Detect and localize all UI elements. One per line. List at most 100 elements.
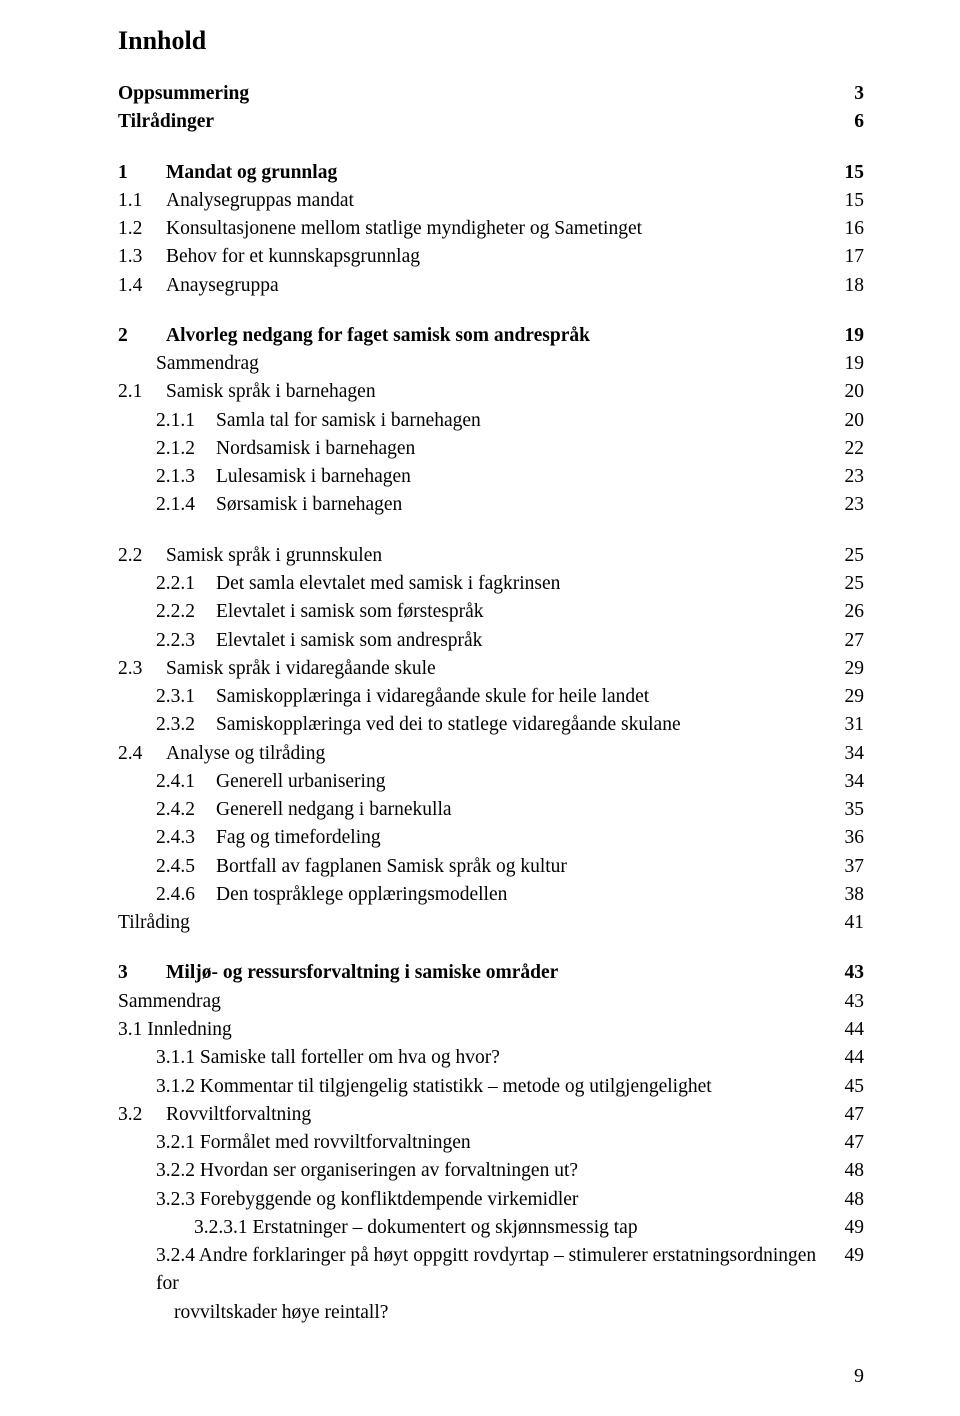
toc-entry: rovviltskader høye reintall? bbox=[118, 1299, 864, 1327]
toc-entry: 3.1.2 Kommentar til tilgjengelig statist… bbox=[118, 1073, 864, 1101]
toc-entry-page: 44 bbox=[845, 1016, 865, 1044]
toc-entry-number: 2.4.2 bbox=[156, 796, 216, 824]
toc-entry-page: 15 bbox=[845, 159, 865, 187]
toc-entry-number: 2.4.3 bbox=[156, 824, 216, 852]
toc-entry-number: 2.4.1 bbox=[156, 768, 216, 796]
toc-entry-text: Samiskopplæringa i vidaregåande skule fo… bbox=[216, 686, 649, 707]
toc-entry-label: 2.3Samisk språk i vidaregåande skule bbox=[118, 655, 845, 683]
toc-entry-page: 43 bbox=[845, 988, 865, 1016]
toc-entry: 3.1.1 Samiske tall forteller om hva og h… bbox=[118, 1044, 864, 1072]
toc-entry-page: 6 bbox=[854, 108, 864, 136]
toc-entry-number: 1 bbox=[118, 159, 166, 187]
page-number: 9 bbox=[854, 1365, 864, 1388]
toc-entry-text: 3.2.3 Forebyggende og konfliktdempende v… bbox=[156, 1189, 578, 1210]
toc-entry-text: Samisk språk i vidaregåande skule bbox=[166, 658, 436, 679]
toc-container: Oppsummering 3Tilrådinger6 1Mandat og grun… bbox=[118, 80, 864, 1327]
toc-entry-text: Anaysegruppa bbox=[166, 275, 279, 296]
toc-entry-page: 29 bbox=[845, 655, 865, 683]
toc-entry-page: 22 bbox=[845, 435, 865, 463]
toc-entry-page: 48 bbox=[845, 1157, 865, 1185]
toc-entry-label: 3.1.1 Samiske tall forteller om hva og h… bbox=[156, 1044, 845, 1072]
toc-entry-label: 2.1Samisk språk i barnehagen bbox=[118, 378, 845, 406]
toc-entry-label: 2.1.2Nordsamisk i barnehagen bbox=[156, 435, 845, 463]
toc-entry-text: Fag og timefordeling bbox=[216, 827, 381, 848]
toc-entry: 2.2.1Det samla elevtalet med samisk i fa… bbox=[118, 570, 864, 598]
toc-entry-number: 2.1.3 bbox=[156, 463, 216, 491]
toc-group: 1Mandat og grunnlag151.1Analysegruppas m… bbox=[118, 159, 864, 300]
toc-entry-page: 23 bbox=[845, 463, 865, 491]
toc-entry: 2.3.2Samiskopplæringa ved dei to statleg… bbox=[118, 711, 864, 739]
toc-entry-number: 2.3.1 bbox=[156, 683, 216, 711]
toc-entry-number: 1.3 bbox=[118, 243, 166, 271]
toc-entry: 2.1.3Lulesamisk i barnehagen23 bbox=[118, 463, 864, 491]
toc-entry: Tilråding 41 bbox=[118, 909, 864, 937]
toc-entry-label: 3.1 Innledning bbox=[118, 1016, 845, 1044]
toc-entry-page: 29 bbox=[845, 683, 865, 711]
toc-entry-page: 37 bbox=[845, 853, 865, 881]
toc-entry-page: 38 bbox=[845, 881, 865, 909]
toc-entry-page: 36 bbox=[845, 824, 865, 852]
toc-entry-label: 2.2Samisk språk i grunnskulen bbox=[118, 542, 845, 570]
toc-entry-text: 3.2.4 Andre forklaringer på høyt oppgitt… bbox=[156, 1245, 816, 1294]
toc-entry: 1Mandat og grunnlag15 bbox=[118, 159, 864, 187]
toc-entry-number: 2.4.6 bbox=[156, 881, 216, 909]
toc-entry-label: 3.2.3 Forebyggende og konfliktdempende v… bbox=[156, 1186, 845, 1214]
toc-entry-page: 41 bbox=[845, 909, 865, 937]
toc-entry: 2.4.6Den tospråklege opplæringsmodellen3… bbox=[118, 881, 864, 909]
toc-entry: 3.2.3 Forebyggende og konfliktdempende v… bbox=[118, 1186, 864, 1214]
toc-entry-number: 2.2.1 bbox=[156, 570, 216, 598]
toc-entry-text: 3.1 Innledning bbox=[118, 1019, 232, 1040]
toc-entry: 2Alvorleg nedgang for faget samisk som a… bbox=[118, 322, 864, 350]
toc-entry-number: 2 bbox=[118, 322, 166, 350]
toc-entry-label: Tilrådinger bbox=[118, 108, 854, 136]
toc-entry-text: Elevtalet i samisk som førstespråk bbox=[216, 601, 484, 622]
toc-entry-text: Alvorleg nedgang for faget samisk som an… bbox=[166, 325, 590, 346]
toc-entry-number: 2.3.2 bbox=[156, 711, 216, 739]
toc-entry: Oppsummering 3 bbox=[118, 80, 864, 108]
toc-entry-page: 23 bbox=[845, 491, 865, 519]
toc-entry-label: 2.2.1Det samla elevtalet med samisk i fa… bbox=[156, 570, 845, 598]
toc-entry-text: 3.2.2 Hvordan ser organiseringen av forv… bbox=[156, 1160, 578, 1181]
toc-entry-number: 2.4.5 bbox=[156, 853, 216, 881]
toc-entry-text: Sørsamisk i barnehagen bbox=[216, 494, 402, 515]
toc-entry-label: 3Miljø- og ressursforvaltning i samiske … bbox=[118, 959, 845, 987]
toc-entry-label: 2.4.6Den tospråklege opplæringsmodellen bbox=[156, 881, 845, 909]
toc-entry-text: Samiskopplæringa ved dei to statlege vid… bbox=[216, 714, 681, 735]
toc-entry-label: rovviltskader høye reintall? bbox=[156, 1299, 864, 1327]
toc-entry-page: 25 bbox=[845, 570, 865, 598]
toc-entry: 2.4.1Generell urbanisering34 bbox=[118, 768, 864, 796]
toc-entry-text: Generell nedgang i barnekulla bbox=[216, 799, 452, 820]
toc-entry-text: Oppsummering bbox=[118, 83, 249, 104]
toc-entry-page: 15 bbox=[845, 187, 865, 215]
toc-group: 2Alvorleg nedgang for faget samisk som a… bbox=[118, 322, 864, 520]
toc-entry-label: 3.2Rovviltforvaltning bbox=[118, 1101, 845, 1129]
toc-entry-text: Analysegruppas mandat bbox=[166, 190, 354, 211]
toc-entry-text: Samisk språk i grunnskulen bbox=[166, 545, 382, 566]
toc-group: 3Miljø- og ressursforvaltning i samiske … bbox=[118, 959, 864, 1326]
toc-entry: 1.1Analysegruppas mandat15 bbox=[118, 187, 864, 215]
toc-title: Innhold bbox=[118, 26, 864, 56]
toc-entry-page: 49 bbox=[845, 1214, 865, 1242]
toc-entry-label: 3.2.4 Andre forklaringer på høyt oppgitt… bbox=[156, 1242, 845, 1299]
toc-entry: 2.1.1Samla tal for samisk i barnehagen20 bbox=[118, 407, 864, 435]
toc-entry-page: 3 bbox=[854, 80, 864, 108]
toc-entry-page: 47 bbox=[845, 1101, 865, 1129]
toc-entry-text: Generell urbanisering bbox=[216, 771, 385, 792]
toc-entry-label: 2.4.2Generell nedgang i barnekulla bbox=[156, 796, 845, 824]
toc-entry-page: 25 bbox=[845, 542, 865, 570]
toc-entry-label: 2.3.1Samiskopplæringa i vidaregåande sku… bbox=[156, 683, 845, 711]
toc-entry: 2.1.4Sørsamisk i barnehagen 23 bbox=[118, 491, 864, 519]
toc-group: 2.2Samisk språk i grunnskulen252.2.1Det … bbox=[118, 542, 864, 938]
toc-entry: 2.4.5Bortfall av fagplanen Samisk språk … bbox=[118, 853, 864, 881]
toc-entry: 3.1 Innledning 44 bbox=[118, 1016, 864, 1044]
toc-entry-text: Tilråding bbox=[118, 912, 190, 933]
toc-entry-text: Konsultasjonene mellom statlige myndighe… bbox=[166, 218, 642, 239]
toc-entry-text: 3.2.3.1 Erstatninger – dokumentert og sk… bbox=[194, 1217, 638, 1238]
toc-entry-text: Analyse og tilråding bbox=[166, 743, 325, 764]
toc-entry-page: 20 bbox=[845, 407, 865, 435]
toc-entry-number: 2.1.4 bbox=[156, 491, 216, 519]
toc-entry: 3.2.3.1 Erstatninger – dokumentert og sk… bbox=[118, 1214, 864, 1242]
toc-entry-label: 3.1.2 Kommentar til tilgjengelig statist… bbox=[156, 1073, 845, 1101]
toc-entry-number: 1.4 bbox=[118, 272, 166, 300]
toc-entry-page: 48 bbox=[845, 1186, 865, 1214]
